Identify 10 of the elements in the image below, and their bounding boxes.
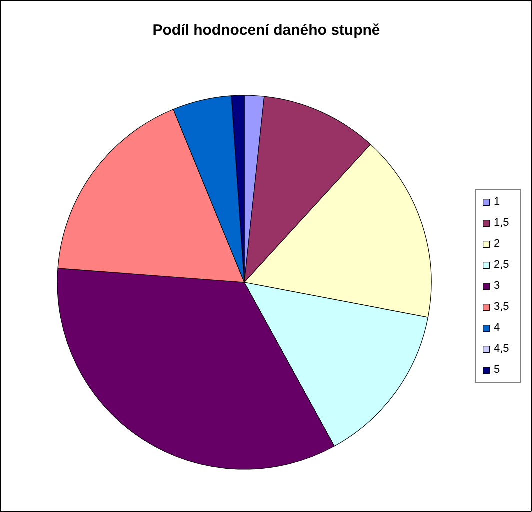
legend-label: 4 <box>494 322 502 334</box>
legend-label: 5 <box>494 364 502 376</box>
legend-label: 2 <box>494 238 502 250</box>
legend-label: 1 <box>494 196 502 208</box>
legend-label: 3 <box>494 280 502 292</box>
legend-label: 4,5 <box>494 342 510 354</box>
legend-label: 1,5 <box>494 216 510 228</box>
legend-label: 2,5 <box>494 258 510 270</box>
legend-label: 3,5 <box>494 300 510 312</box>
chart-title: Podíl hodnocení daného stupně <box>152 22 380 39</box>
